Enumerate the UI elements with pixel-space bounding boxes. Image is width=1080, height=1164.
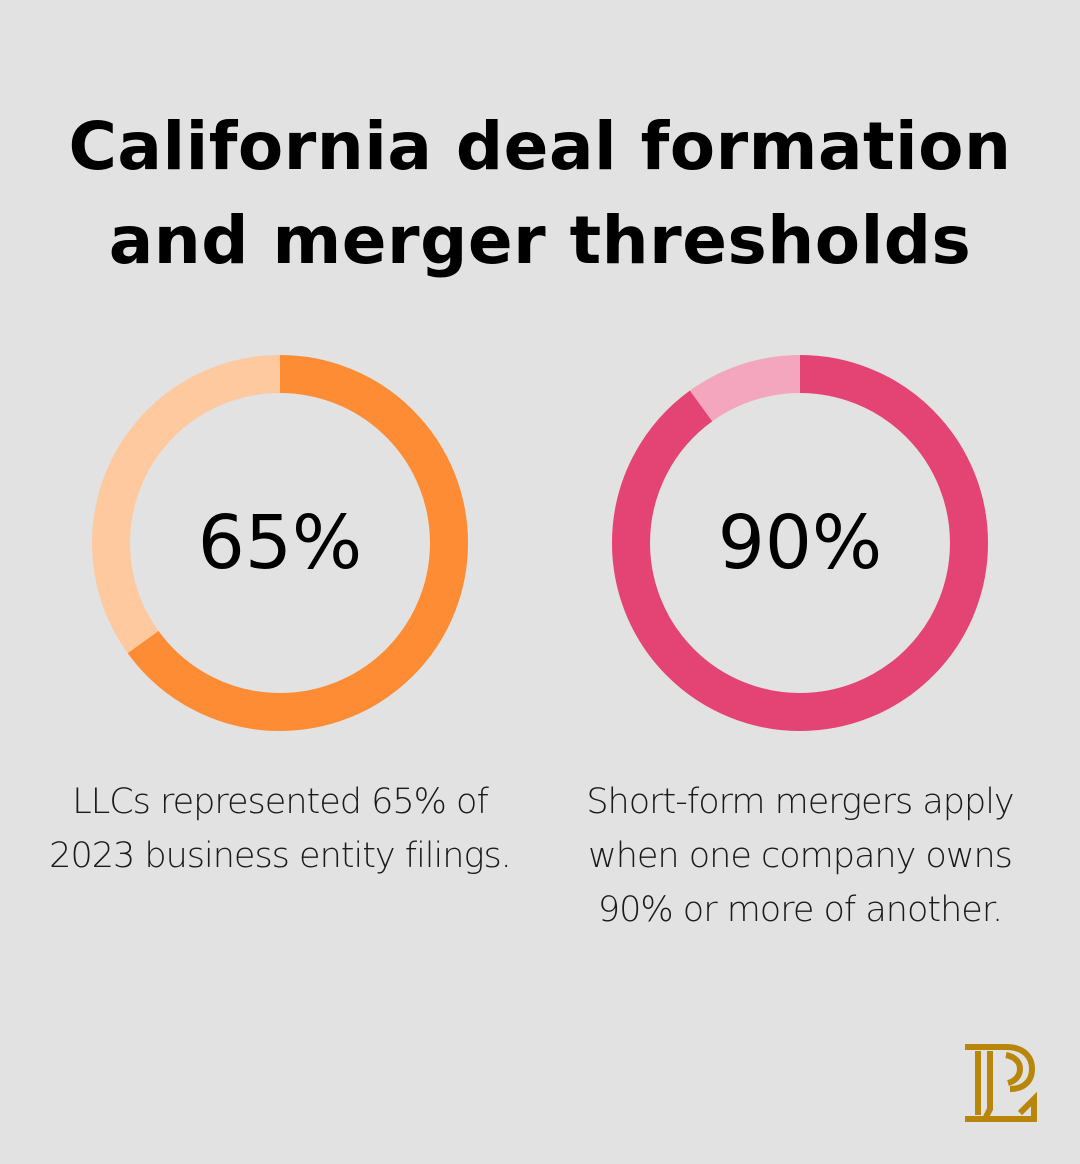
- donut-chart-merger: 90%: [612, 355, 988, 731]
- pl-monogram-logo-icon: [962, 1043, 1038, 1123]
- stat-caption-merger: Short-form mergers apply when one compan…: [586, 782, 1014, 930]
- donut-value: 65%: [197, 500, 363, 586]
- page-title: California deal formation and merger thr…: [0, 100, 1080, 288]
- donut-ring: [92, 355, 468, 731]
- donut-chart-llc: 65%: [92, 355, 468, 731]
- donut-value: 90%: [717, 500, 883, 586]
- title-line-1: California deal formation: [68, 108, 1012, 185]
- donut-ring: [612, 355, 988, 731]
- stat-caption-llc: LLCs represented 65% of 2023 business en…: [49, 782, 512, 876]
- title-line-2: and merger thresholds: [108, 202, 972, 279]
